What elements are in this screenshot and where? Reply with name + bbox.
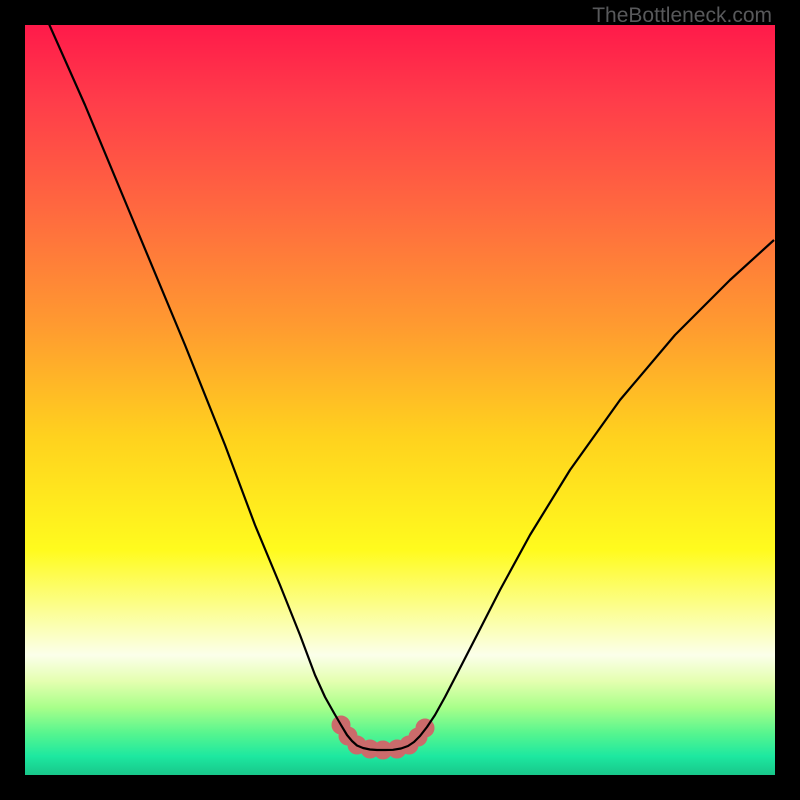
plot-area	[25, 25, 775, 775]
outer-frame: TheBottleneck.com	[0, 0, 800, 800]
v-curve	[45, 25, 774, 750]
curve-layer	[25, 25, 775, 775]
watermark-text: TheBottleneck.com	[592, 4, 772, 28]
